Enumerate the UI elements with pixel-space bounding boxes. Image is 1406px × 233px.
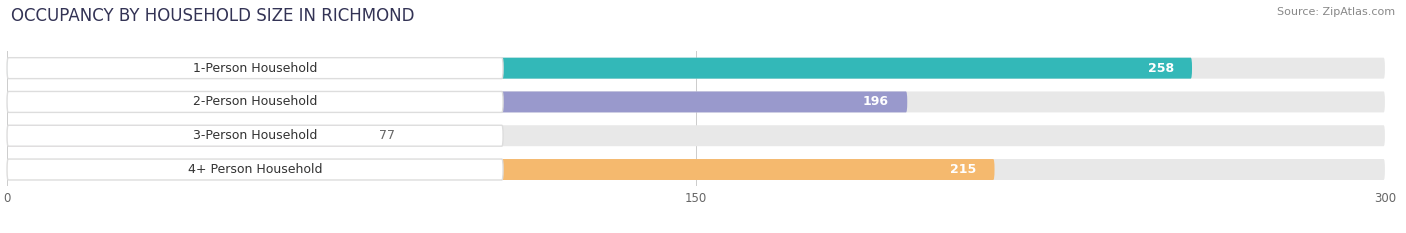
Text: 4+ Person Household: 4+ Person Household <box>188 163 322 176</box>
Text: 3-Person Household: 3-Person Household <box>193 129 318 142</box>
Text: 196: 196 <box>863 96 889 108</box>
FancyBboxPatch shape <box>7 92 1385 112</box>
Text: Source: ZipAtlas.com: Source: ZipAtlas.com <box>1277 7 1395 17</box>
FancyBboxPatch shape <box>7 92 907 112</box>
FancyBboxPatch shape <box>7 125 361 146</box>
FancyBboxPatch shape <box>7 92 503 112</box>
FancyBboxPatch shape <box>7 58 1385 79</box>
Text: 2-Person Household: 2-Person Household <box>193 96 318 108</box>
FancyBboxPatch shape <box>7 58 503 79</box>
Text: 1-Person Household: 1-Person Household <box>193 62 318 75</box>
FancyBboxPatch shape <box>7 159 994 180</box>
FancyBboxPatch shape <box>7 125 503 146</box>
Text: OCCUPANCY BY HOUSEHOLD SIZE IN RICHMOND: OCCUPANCY BY HOUSEHOLD SIZE IN RICHMOND <box>11 7 415 25</box>
Text: 77: 77 <box>380 129 395 142</box>
Text: 258: 258 <box>1147 62 1174 75</box>
FancyBboxPatch shape <box>7 58 1192 79</box>
Text: 215: 215 <box>950 163 976 176</box>
FancyBboxPatch shape <box>7 159 1385 180</box>
FancyBboxPatch shape <box>7 159 503 180</box>
FancyBboxPatch shape <box>7 125 1385 146</box>
